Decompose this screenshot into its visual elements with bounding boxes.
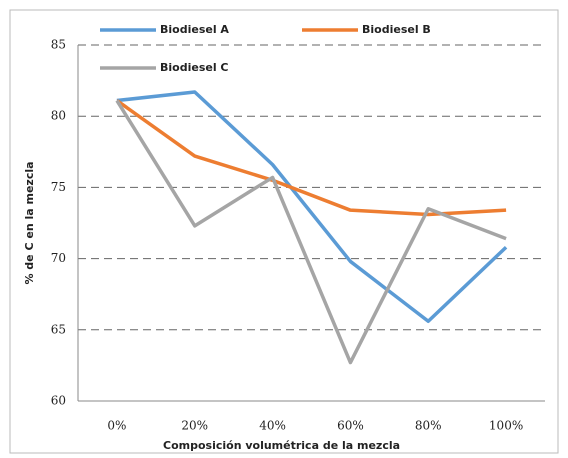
y-tick-label: 70	[51, 251, 66, 265]
x-tick-label: 80%	[415, 419, 442, 433]
y-tick-label: 85	[51, 38, 66, 52]
x-axis-title: Composición volumétrica de la mezcla	[163, 439, 400, 452]
x-tick-label: 20%	[181, 419, 208, 433]
legend-label: Biodiesel C	[160, 61, 229, 74]
chart-frame	[9, 9, 559, 454]
x-tick-label: 0%	[107, 419, 126, 433]
y-tick-label: 60	[51, 394, 66, 408]
legend-label: Biodiesel A	[160, 23, 229, 36]
x-tick-label: 100%	[489, 419, 523, 433]
legend-label: Biodiesel B	[362, 23, 431, 36]
series-line	[115, 99, 507, 365]
y-tick-label: 65	[51, 322, 66, 336]
y-axis-title: % de C en la mezcla	[23, 161, 36, 284]
series-line	[116, 90, 508, 324]
y-tick-label: 80	[51, 109, 66, 123]
x-tick-label: 40%	[259, 419, 286, 433]
y-tick-label: 75	[51, 180, 66, 194]
x-tick-label: 60%	[337, 419, 364, 433]
